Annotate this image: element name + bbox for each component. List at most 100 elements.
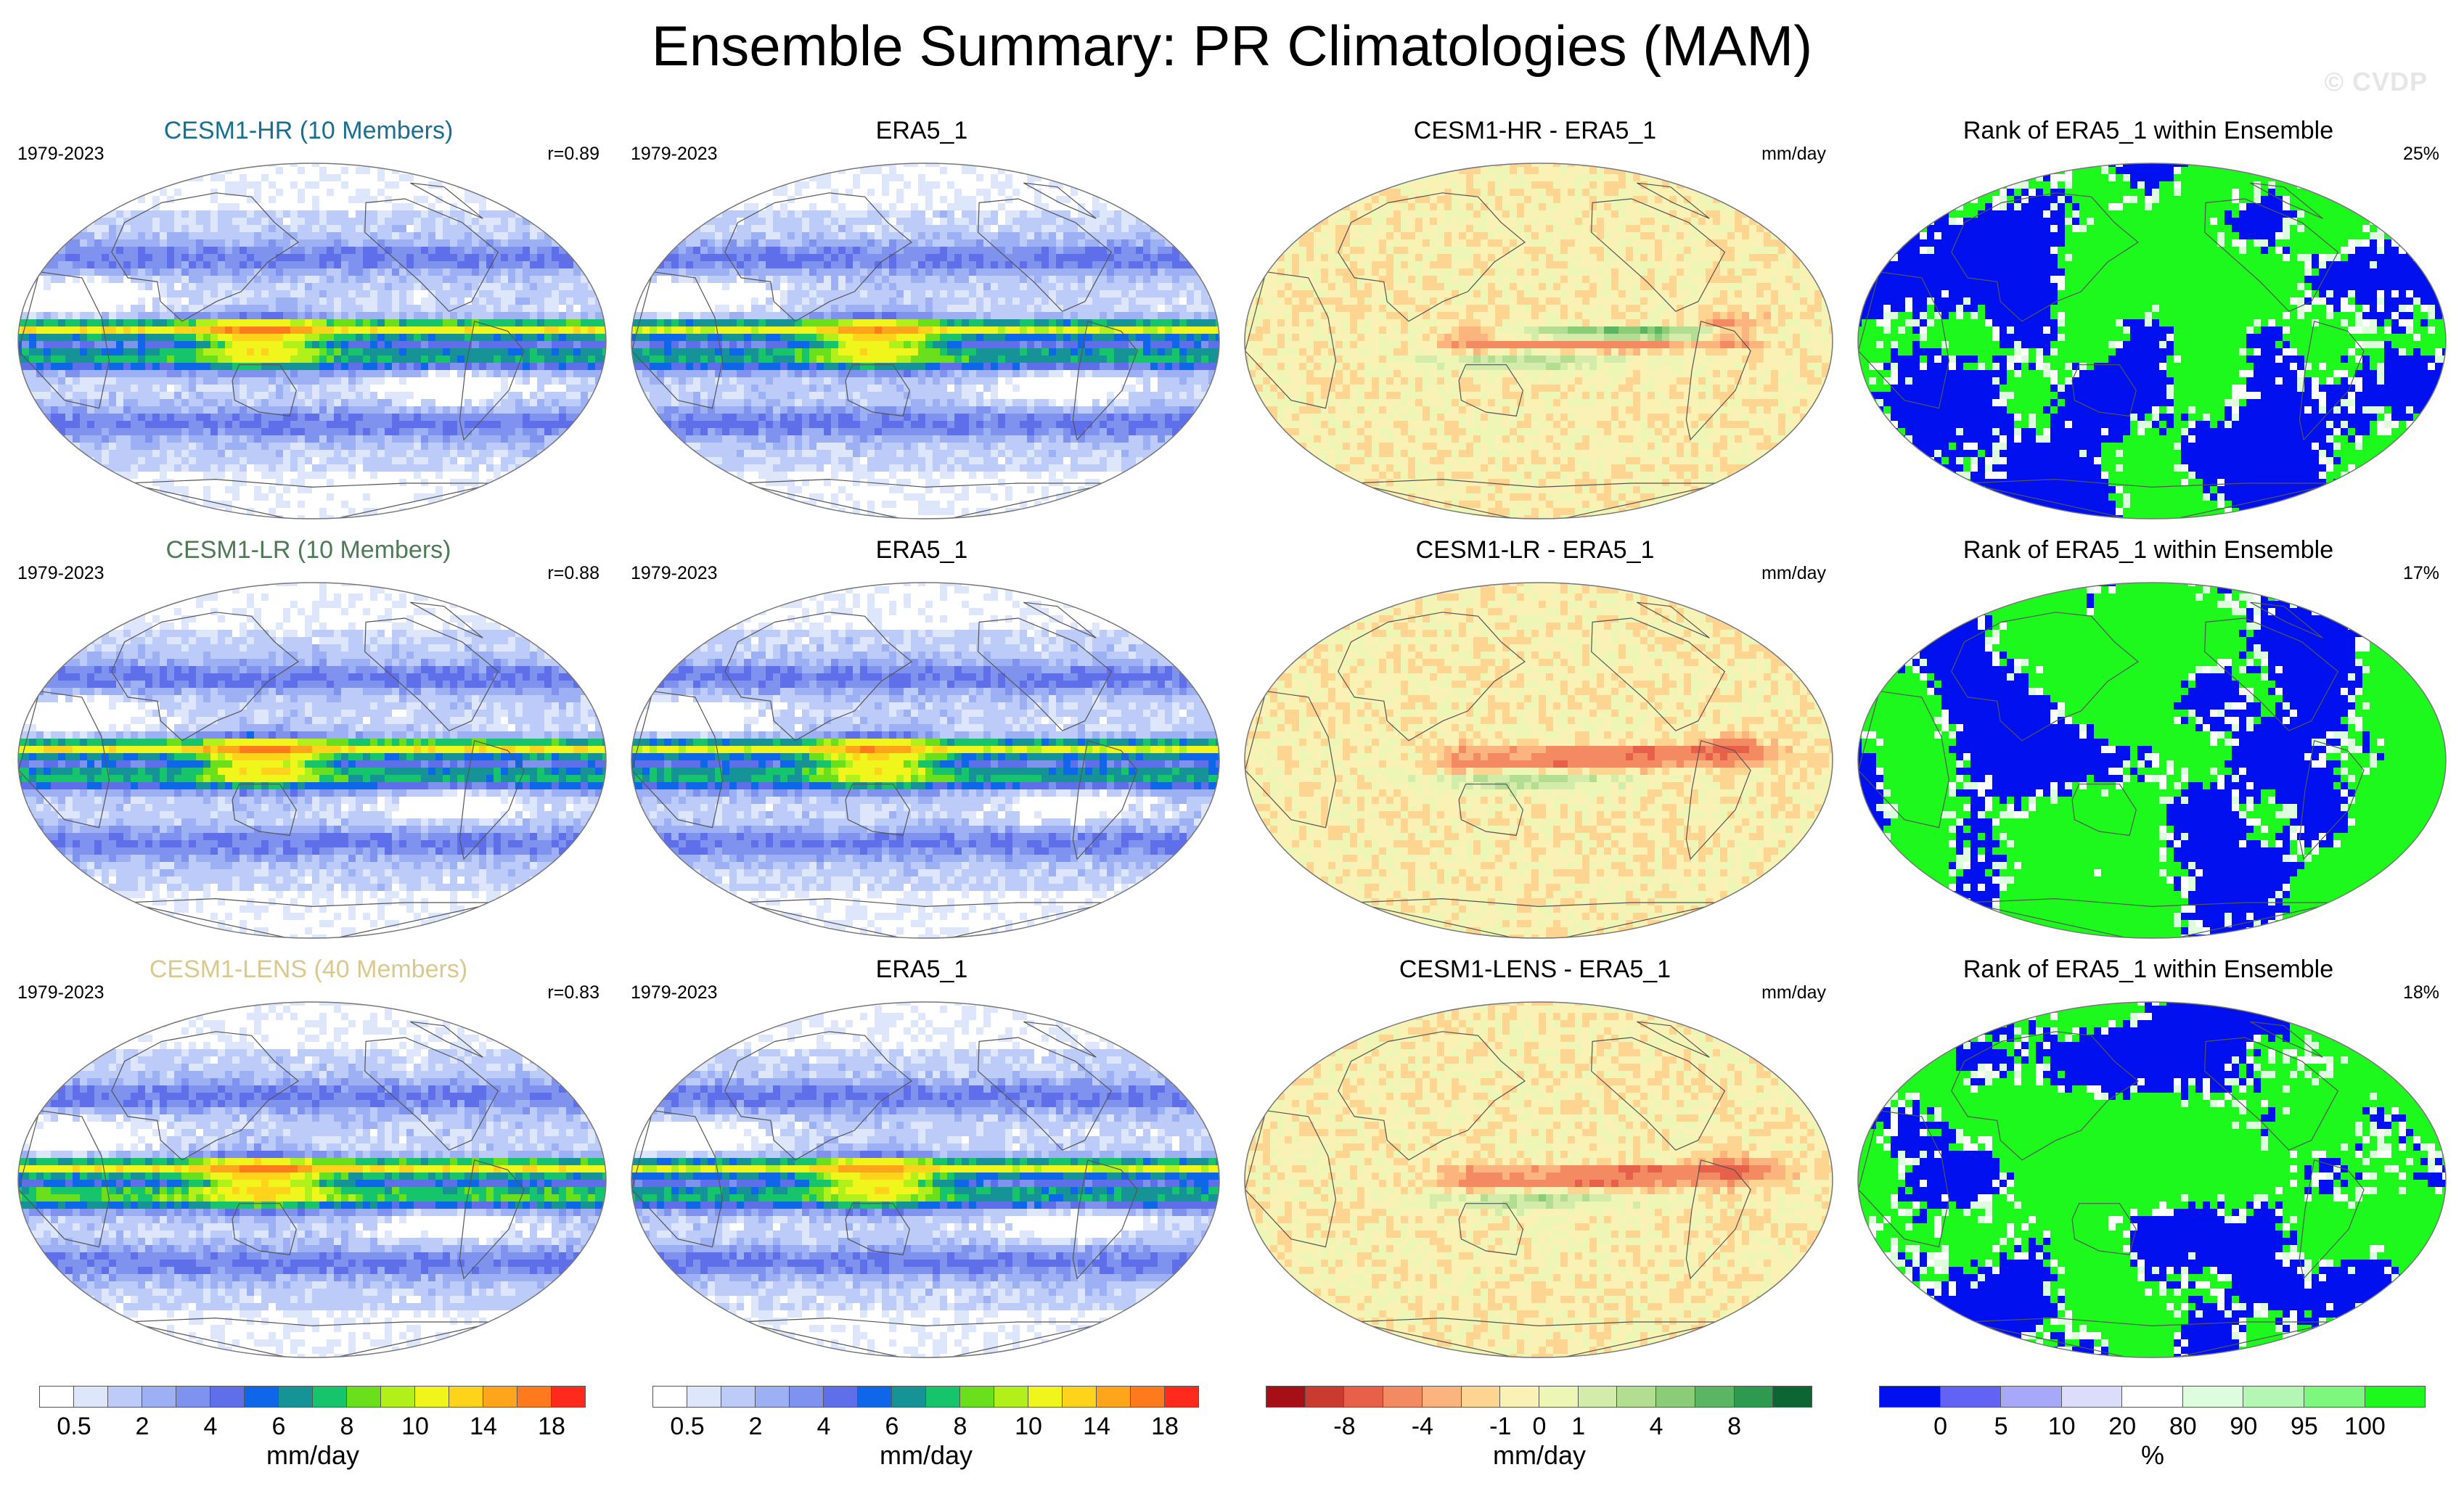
panel-period-label: 1979-2023 <box>17 144 105 165</box>
page-title: Ensemble Summary: PR Climatologies (MAM) <box>0 13 2464 78</box>
colorbar-swatch <box>1304 1386 1345 1408</box>
colorbar-tick-label: 18 <box>538 1413 565 1441</box>
map-ens_lr <box>17 582 607 939</box>
rank-colorbar: 0 5 10 20 80 90 95 100% <box>1879 1382 2426 1476</box>
colorbar-swatch <box>2364 1386 2426 1408</box>
panel-title: CESM1-HR (10 Members) <box>7 116 610 145</box>
colorbar-swatch <box>1616 1386 1657 1408</box>
colorbar-swatch <box>1130 1386 1165 1408</box>
colorbar-swatch <box>414 1386 449 1408</box>
map-diff_lens <box>1244 1001 1833 1358</box>
map-obs <box>631 1001 1220 1358</box>
colorbar-tick-label: 6 <box>272 1413 286 1441</box>
colorbar-tick-label: 4 <box>204 1413 218 1441</box>
panel-stat-label: r=0.88 <box>547 563 599 584</box>
map-panel-r1-c4: Rank of ERA5_1 within Ensemble 25% <box>1847 116 2449 522</box>
cvdp-watermark: © CVDP <box>2324 67 2428 97</box>
colorbar-swatch <box>346 1386 381 1408</box>
colorbar-swatch <box>210 1386 245 1408</box>
colorbar-tick-label: 8 <box>1727 1413 1741 1441</box>
map-panel-r3-c2: ERA5_1 1979-2023 <box>621 955 1223 1361</box>
panel-title: CESM1-LR - ERA5_1 <box>1234 535 1836 564</box>
colorbar-swatch <box>1733 1386 1774 1408</box>
panel-stat-label: 18% <box>2403 982 2439 1003</box>
map-panel-r2-c4: Rank of ERA5_1 within Ensemble 17% <box>1847 535 2449 942</box>
diff-colorbar: -8 -4 -1 0 1 4 8 mm/day <box>1266 1382 1813 1476</box>
colorbar-swatch <box>39 1386 74 1408</box>
colorbar-tick-label: 0 <box>1933 1413 1947 1441</box>
map-obs <box>631 582 1220 939</box>
colorbar-swatch <box>1383 1386 1423 1408</box>
colorbar-swatch <box>312 1386 347 1408</box>
colorbar-tick-label: 10 <box>1015 1413 1042 1441</box>
colorbar-swatch <box>1062 1386 1097 1408</box>
panel-title: CESM1-LENS - ERA5_1 <box>1234 955 1836 984</box>
colorbar-swatch <box>1772 1386 1813 1408</box>
panel-title: Rank of ERA5_1 within Ensemble <box>1847 535 2449 564</box>
colorbar-tick-label: 4 <box>1650 1413 1663 1441</box>
colorbar-swatch <box>1421 1386 1462 1408</box>
colorbar-swatch <box>823 1386 858 1408</box>
colorbar-tick-label: 0.5 <box>57 1413 91 1441</box>
panel-title: CESM1-LR (10 Members) <box>7 535 610 564</box>
colorbar-swatch <box>1164 1386 1199 1408</box>
panel-title: ERA5_1 <box>621 955 1223 984</box>
colorbar-swatch <box>789 1386 824 1408</box>
panel-title: CESM1-LENS (40 Members) <box>7 955 610 984</box>
colorbar-unit-label: mm/day <box>653 1440 1199 1471</box>
colorbar-swatch <box>2303 1386 2365 1408</box>
map-diff_hr <box>1244 163 1833 519</box>
colorbar-swatch <box>1577 1386 1618 1408</box>
colorbar-swatch <box>1499 1386 1540 1408</box>
map-panel-r2-c3: CESM1-LR - ERA5_1 mm/day <box>1234 535 1836 942</box>
colorbar-swatch <box>551 1386 586 1408</box>
colorbar-tick-label: 100 <box>2344 1413 2386 1441</box>
colorbar-tick-label: 20 <box>2108 1413 2136 1441</box>
colorbar-tick-label: 1 <box>1571 1413 1585 1441</box>
panel-title: CESM1-HR - ERA5_1 <box>1234 116 1836 145</box>
map-diff_lr <box>1244 582 1833 939</box>
colorbar-swatch <box>449 1386 483 1408</box>
colorbar-swatch <box>721 1386 756 1408</box>
colorbar-tick-label: 14 <box>1083 1413 1110 1441</box>
colorbar-swatch <box>1096 1386 1131 1408</box>
panel-period-label: 1979-2023 <box>17 982 105 1003</box>
pr-colorbar-1: 0.5 2 4 6 8 10 14 18 mm/day <box>39 1382 586 1476</box>
colorbar-swatch <box>73 1386 108 1408</box>
map-rank_lr <box>1857 582 2447 939</box>
colorbar-swatch <box>2182 1386 2244 1408</box>
panel-title: ERA5_1 <box>621 116 1223 145</box>
colorbar-swatch <box>925 1386 960 1408</box>
colorbar-swatch <box>857 1386 892 1408</box>
colorbar-tick-label: 4 <box>817 1413 831 1441</box>
panel-period-label: 1979-2023 <box>17 563 105 584</box>
map-ens_lens <box>17 1001 607 1358</box>
panel-stat-label: 25% <box>2403 144 2439 165</box>
colorbar-tick-label: -1 <box>1489 1413 1511 1441</box>
colorbar-swatch <box>2000 1386 2062 1408</box>
panel-period-label: 1979-2023 <box>631 982 718 1003</box>
colorbar-swatch <box>891 1386 926 1408</box>
colorbar-swatch <box>1539 1386 1579 1408</box>
colorbar-tick-label: 0 <box>1533 1413 1547 1441</box>
panel-period-label: 1979-2023 <box>631 144 718 165</box>
map-panel-r3-c3: CESM1-LENS - ERA5_1 mm/day <box>1234 955 1836 1361</box>
colorbar-tick-label: 0.5 <box>670 1413 704 1441</box>
colorbar-tick-label: 80 <box>2169 1413 2197 1441</box>
colorbar-unit-label: mm/day <box>40 1440 586 1471</box>
colorbar-swatch <box>142 1386 176 1408</box>
colorbar-tick-label: 2 <box>136 1413 150 1441</box>
colorbar-swatch <box>1460 1386 1501 1408</box>
colorbar-swatch <box>2060 1386 2123 1408</box>
colorbar-tick-label: 8 <box>340 1413 354 1441</box>
colorbar-swatch <box>2243 1386 2304 1408</box>
colorbar-swatch <box>380 1386 415 1408</box>
colorbar-tick-label: 5 <box>1994 1413 2008 1441</box>
colorbar-swatch <box>1939 1386 2002 1408</box>
colorbar-swatch <box>176 1386 210 1408</box>
panel-stat-label: r=0.89 <box>547 144 599 165</box>
colorbar-tick-label: -4 <box>1412 1413 1433 1441</box>
colorbar-swatch <box>1655 1386 1695 1408</box>
map-rank_hr <box>1857 163 2447 519</box>
map-panel-r1-c3: CESM1-HR - ERA5_1 mm/day <box>1234 116 1836 522</box>
